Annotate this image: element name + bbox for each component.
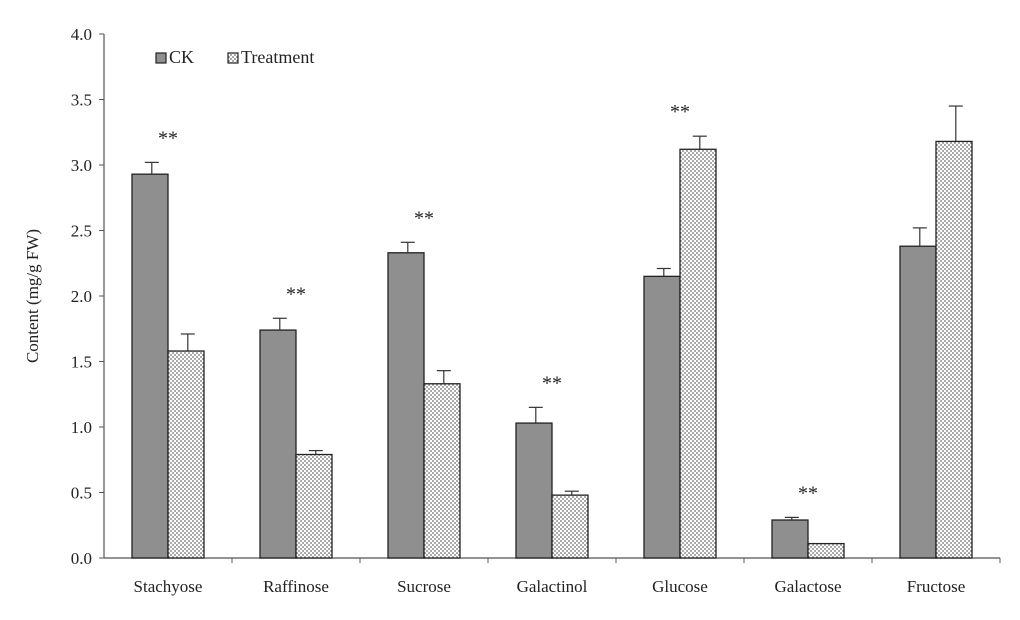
significance-marker: ** — [542, 372, 562, 394]
legend-label-ck: CK — [169, 47, 194, 67]
y-tick-label: 3.0 — [71, 156, 92, 175]
bar-ck-galactose — [771, 519, 809, 559]
category-label: Galactose — [774, 577, 841, 596]
y-tick-label: 3.5 — [71, 91, 92, 110]
bar-treatment-stachyose — [167, 350, 205, 559]
bar-treatment-galactinol — [551, 494, 589, 559]
y-tick-label: 4.0 — [71, 25, 92, 44]
y-tick-label: 2.5 — [71, 222, 92, 241]
legend-swatch-ck — [155, 52, 167, 64]
category-label: Galactinol — [517, 577, 588, 596]
bar-treatment-raffinose — [295, 453, 333, 559]
category-label: Fructose — [907, 577, 966, 596]
significance-marker: ** — [286, 283, 306, 305]
legend-swatch-treatment — [227, 52, 239, 64]
bar-ck-stachyose — [131, 173, 169, 559]
bar-ck-sucrose — [387, 252, 425, 559]
bar-ck-raffinose — [259, 329, 297, 559]
bar-treatment-sucrose — [423, 383, 461, 559]
y-tick-label: 1.5 — [71, 353, 92, 372]
y-tick-label: 2.0 — [71, 287, 92, 306]
y-tick-label: 1.0 — [71, 418, 92, 437]
bar-ck-fructose — [899, 245, 937, 559]
y-axis-title: Content (mg/g FW) — [23, 229, 42, 363]
y-tick-label: 0.5 — [71, 484, 92, 503]
bar-ck-glucose — [643, 275, 681, 559]
bar-treatment-fructose — [935, 140, 973, 559]
category-label: Raffinose — [263, 577, 329, 596]
significance-marker: ** — [158, 127, 178, 149]
bar-ck-galactinol — [515, 422, 553, 559]
category-label: Sucrose — [397, 577, 451, 596]
bar-treatment-glucose — [679, 148, 717, 559]
significance-marker: ** — [414, 207, 434, 229]
legend-label-treatment: Treatment — [241, 47, 314, 67]
y-tick-label: 0.0 — [71, 549, 92, 568]
significance-marker: ** — [798, 482, 818, 504]
legend: CK Treatment — [155, 47, 314, 67]
significance-marker: ** — [670, 101, 690, 123]
category-label: Stachyose — [134, 577, 203, 596]
category-label: Glucose — [652, 577, 708, 596]
bar-treatment-galactose — [807, 542, 845, 559]
